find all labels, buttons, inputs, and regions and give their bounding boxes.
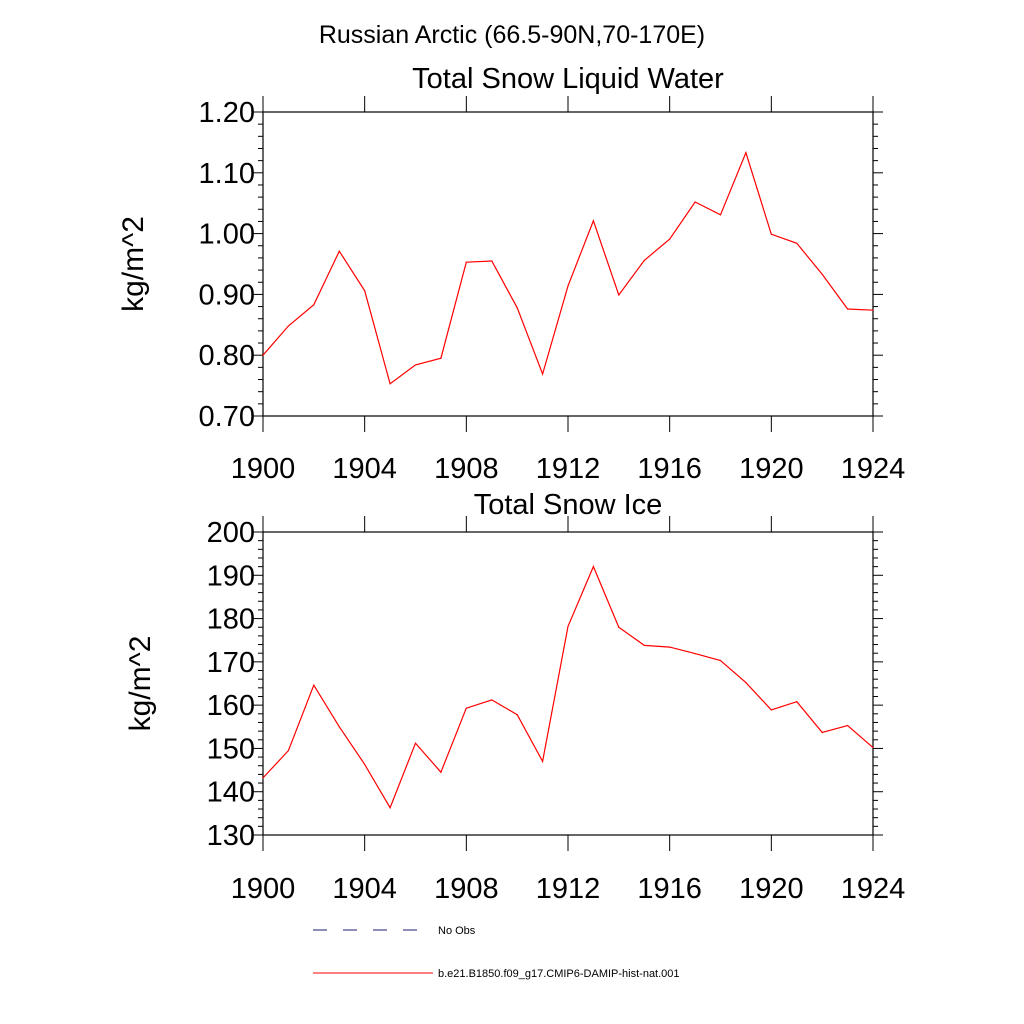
data-point xyxy=(643,644,645,647)
data-point xyxy=(745,152,747,154)
data-point xyxy=(262,777,264,779)
data-point xyxy=(592,220,595,222)
data-point xyxy=(618,626,620,628)
data-point xyxy=(669,238,671,240)
x-tick-label: 1924 xyxy=(841,453,906,485)
y-tick-label: 0.70 xyxy=(199,401,255,433)
y-tick-label: 180 xyxy=(207,604,255,636)
data-point xyxy=(313,304,315,306)
x-tick-label: 1904 xyxy=(332,453,397,485)
data-point xyxy=(338,250,340,252)
data-point xyxy=(846,724,849,727)
y-tick-label: 140 xyxy=(207,777,255,809)
legend: No Obs b.e21.B1850.f09_g17.CMIP6-DAMIP-hi… xyxy=(313,925,680,980)
x-tick-label: 1920 xyxy=(739,873,804,905)
data-point xyxy=(567,285,569,287)
data-point xyxy=(719,214,722,216)
data-point xyxy=(669,646,671,648)
y-tick-label: 150 xyxy=(207,733,255,765)
figure-main-title: Russian Arctic (66.5-90N,70-170E) xyxy=(319,21,705,49)
data-point xyxy=(440,771,442,773)
data-point xyxy=(694,201,696,203)
data-point xyxy=(287,749,290,752)
data-point xyxy=(313,684,315,686)
data-point xyxy=(745,682,747,684)
data-point xyxy=(364,290,366,292)
data-point xyxy=(821,273,823,275)
data-point xyxy=(516,307,518,309)
data-point xyxy=(414,364,417,366)
data-point xyxy=(872,309,874,311)
x-tick-label: 1912 xyxy=(536,453,601,485)
data-point xyxy=(592,566,595,568)
chart-panels: Total Snow Liquid Water 0.70 0.80 0.90 1.00 1… xyxy=(117,63,905,905)
data-point xyxy=(541,760,544,763)
data-point xyxy=(567,625,569,627)
x-tick-label: 1916 xyxy=(637,873,702,905)
data-point xyxy=(491,699,493,701)
x-tick-label: 1904 xyxy=(332,873,397,905)
x-tick-label: 1916 xyxy=(637,453,702,485)
y-tick-label: 1.20 xyxy=(199,97,255,129)
y-tick-label: 130 xyxy=(207,820,255,852)
data-point xyxy=(465,261,467,263)
y-tick-label: 0.80 xyxy=(199,340,255,372)
data-point xyxy=(618,294,620,296)
legend-label-2: b.e21.B1850.f09_g17.CMIP6-DAMIP-hist-nat… xyxy=(438,968,680,980)
x-tick-label: 1908 xyxy=(434,873,499,905)
x-tick-label: 1908 xyxy=(434,453,499,485)
y-tick-label: 190 xyxy=(207,560,255,592)
data-point xyxy=(262,354,264,356)
chart-title: Total Snow Liquid Water xyxy=(412,63,724,95)
data-point xyxy=(643,259,645,261)
y-tick-label: 1.10 xyxy=(199,158,255,190)
x-tick-label: 1920 xyxy=(739,453,804,485)
data-point xyxy=(338,726,340,728)
data-point xyxy=(414,742,417,744)
series-line xyxy=(262,150,874,385)
y-tick-label: 170 xyxy=(207,647,255,679)
data-point xyxy=(694,653,696,655)
data-point xyxy=(465,707,467,709)
series-line xyxy=(262,565,874,810)
x-tick-label: 1912 xyxy=(536,873,601,905)
data-point xyxy=(364,763,366,766)
data-point xyxy=(770,709,772,711)
data-point xyxy=(821,731,823,734)
y-axis-label: kg/m^2 xyxy=(124,636,157,732)
x-tick-label: 1924 xyxy=(841,873,906,905)
data-point xyxy=(770,233,772,235)
y-tick-label: 1.00 xyxy=(199,219,255,251)
data-point xyxy=(872,746,874,749)
y-tick-label: 200 xyxy=(207,517,255,549)
data-point xyxy=(796,242,798,244)
data-point xyxy=(440,357,442,359)
chart-panel-2: Total Snow Ice 130 140 150 160 170 180 190 200 19… xyxy=(124,489,905,905)
chart-panel-1: Total Snow Liquid Water 0.70 0.80 0.90 1.00 1… xyxy=(117,63,905,485)
data-point xyxy=(491,260,493,262)
data-point xyxy=(846,308,849,310)
x-tick-label: 1900 xyxy=(231,453,296,485)
y-axis-label: kg/m^2 xyxy=(117,216,150,312)
y-tick-label: 160 xyxy=(207,690,255,722)
data-point xyxy=(719,659,722,662)
x-tick-label: 1900 xyxy=(231,873,296,905)
data-point xyxy=(796,701,798,703)
plot-frame xyxy=(262,531,874,836)
chart-title: Total Snow Ice xyxy=(474,489,663,521)
data-point xyxy=(389,807,391,809)
data-point xyxy=(541,373,544,375)
legend-label-1: No Obs xyxy=(438,925,476,937)
y-tick-label: 0.90 xyxy=(199,279,255,311)
data-point xyxy=(516,714,518,716)
plot-frame xyxy=(262,111,874,417)
data-point xyxy=(287,325,290,327)
data-point xyxy=(389,383,391,385)
